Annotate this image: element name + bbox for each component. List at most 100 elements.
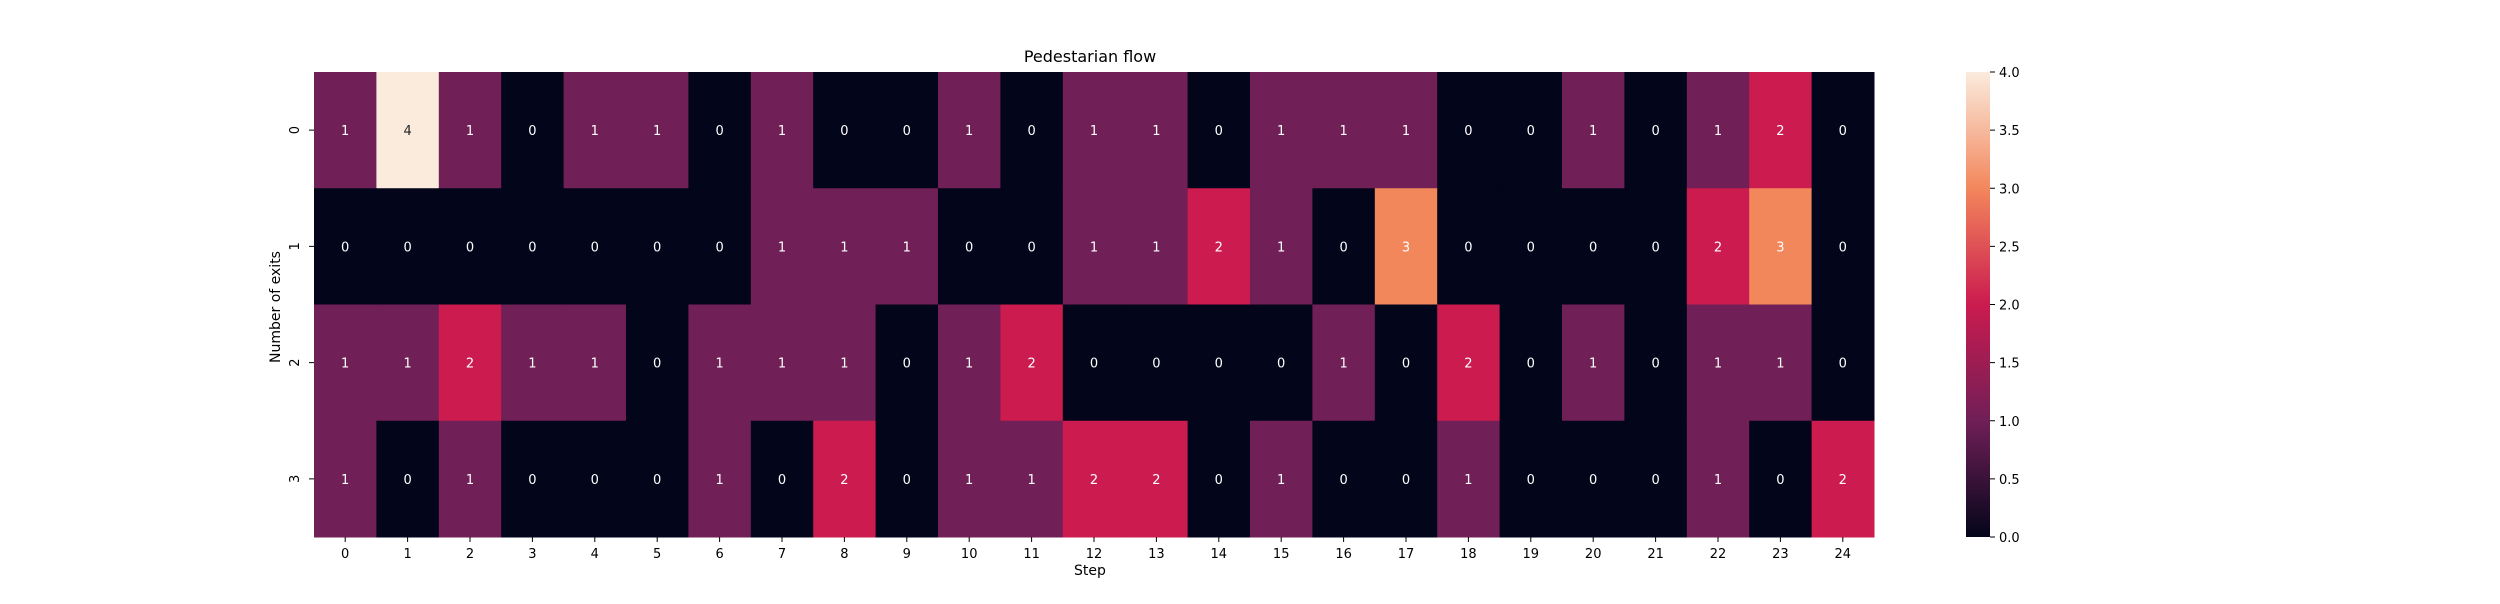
cell-value-label: 1 [466, 473, 474, 488]
cell-value-label: 1 [965, 124, 973, 139]
heatmap-cell [1374, 420, 1438, 538]
cell-value-label: 0 [591, 240, 599, 255]
heatmap-cell [1624, 304, 1688, 422]
heatmap-cell [501, 188, 565, 305]
cell-value-label: 1 [965, 473, 973, 488]
heatmap-cell [438, 420, 502, 538]
y-tick-label: 1 [288, 242, 303, 250]
x-tick-label: 13 [1148, 547, 1165, 562]
heatmap-cell [1437, 420, 1501, 538]
heatmap-cell [1187, 304, 1251, 422]
heatmap-cell [1562, 188, 1625, 305]
cell-value-label: 0 [1152, 357, 1160, 372]
x-tick-label: 21 [1647, 547, 1664, 562]
heatmap-cell [1250, 188, 1313, 305]
colorbar-tick-label: 2.0 [1999, 299, 2020, 314]
heatmap-cell [376, 304, 440, 422]
x-tick-label: 1 [403, 547, 411, 562]
cell-value-label: 1 [653, 124, 661, 139]
heatmap-cell [1624, 420, 1688, 538]
cell-value-label: 0 [1527, 357, 1535, 372]
cell-value-label: 0 [1527, 473, 1535, 488]
heatmap-cell [1686, 420, 1750, 538]
heatmap-cell [1187, 420, 1251, 538]
cell-value-label: 1 [403, 357, 411, 372]
heatmap-cell [938, 304, 1001, 422]
heatmap-cell [501, 72, 565, 189]
cell-value-label: 1 [341, 357, 349, 372]
x-tick-label: 5 [653, 547, 661, 562]
heatmap-cell [1250, 72, 1313, 189]
cell-value-label: 2 [1215, 240, 1223, 255]
cell-value-label: 0 [653, 357, 661, 372]
cell-value-label: 2 [466, 357, 474, 372]
cell-value-label: 0 [466, 240, 474, 255]
cell-value-label: 0 [528, 124, 536, 139]
cell-value-label: 1 [778, 357, 786, 372]
heatmap-cell [1062, 188, 1126, 305]
cell-value-label: 1 [1152, 124, 1160, 139]
x-tick-label: 24 [1835, 547, 1852, 562]
x-tick-label: 6 [715, 547, 723, 562]
heatmap-cell [376, 420, 440, 538]
x-axis-ticks: 0 1 2 3 4 5 6 7 8 9 10 11 12 13 14 15 16 17 18 19 20 21 22 23 24 [341, 537, 1851, 562]
cell-value-label: 0 [1215, 124, 1223, 139]
heatmap-cell [688, 420, 752, 538]
cell-value-label: 4 [403, 124, 411, 139]
cell-value-label: 2 [1839, 473, 1847, 488]
y-tick-label: 0 [288, 126, 303, 134]
heatmap-cell [688, 188, 752, 305]
cell-value-label: 1 [965, 357, 973, 372]
colorbar-tick-label: 1.0 [1999, 415, 2020, 430]
heatmap-cell [376, 72, 440, 189]
heatmap-cell [1000, 188, 1064, 305]
x-tick-label: 2 [466, 547, 474, 562]
colorbar-tick-label: 1.5 [1999, 357, 2020, 372]
chart-title: Pedestarian flow [1024, 47, 1156, 66]
heatmap-cell [314, 420, 377, 538]
cell-value-label: 0 [903, 357, 911, 372]
cell-value-label: 1 [840, 240, 848, 255]
x-tick-label: 16 [1335, 547, 1352, 562]
colorbar-tick-label: 3.0 [1999, 182, 2020, 197]
heatmap-cell [563, 420, 627, 538]
heatmap-cell [875, 420, 939, 538]
heatmap-cell [626, 72, 689, 189]
x-tick-label: 20 [1585, 547, 1602, 562]
cell-value-label: 1 [1090, 124, 1098, 139]
cell-value-label: 1 [528, 357, 536, 372]
x-tick-label: 10 [961, 547, 978, 562]
heatmap-cell [1499, 188, 1563, 305]
heatmap-cell [1250, 304, 1313, 422]
cell-value-label: 1 [1277, 240, 1285, 255]
cell-value-label: 0 [528, 240, 536, 255]
heatmap-cell [1811, 304, 1875, 422]
cell-value-label: 0 [1339, 473, 1347, 488]
cell-value-label: 1 [341, 124, 349, 139]
cell-value-label: 0 [778, 473, 786, 488]
heatmap-cell [1000, 72, 1064, 189]
heatmap-cell [1562, 304, 1625, 422]
heatmap-cell [1811, 72, 1875, 189]
x-tick-label: 18 [1460, 547, 1477, 562]
heatmap-cell [1811, 420, 1875, 538]
heatmap-cell [1749, 188, 1813, 305]
cell-value-label: 1 [715, 357, 723, 372]
heatmap-cell [875, 188, 939, 305]
cell-value-label: 0 [403, 473, 411, 488]
heatmap-cell [563, 72, 627, 189]
cell-value-label: 0 [715, 124, 723, 139]
heatmap-cell [626, 304, 689, 422]
heatmap-cell [314, 188, 377, 305]
heatmap-cell [1562, 420, 1625, 538]
heatmap-cell [563, 304, 627, 422]
heatmap-cell [750, 188, 814, 305]
heatmap-cell [1062, 72, 1126, 189]
heatmap-cell [1624, 188, 1688, 305]
colorbar-gradient [1966, 72, 1990, 537]
heatmap-cell [1125, 420, 1189, 538]
colorbar: 0.0 0.5 1.0 1.5 2.0 2.5 3.0 3.5 4.0 [1966, 66, 2020, 546]
cell-value-label: 0 [715, 240, 723, 255]
heatmap-cell [1437, 188, 1501, 305]
cell-value-label: 1 [840, 357, 848, 372]
